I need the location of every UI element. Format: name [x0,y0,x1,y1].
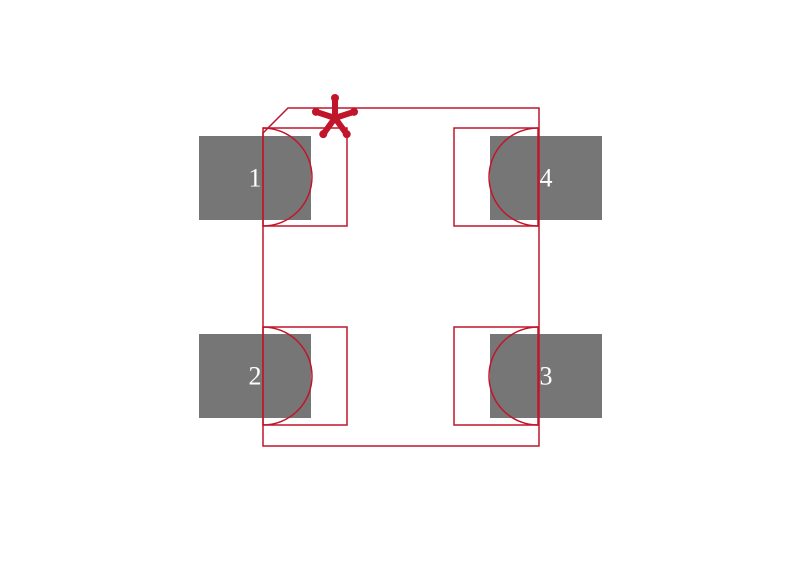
pad-3-label: 3 [540,362,553,391]
pad-4-label: 4 [540,164,553,193]
pin1-marker [312,94,358,138]
footprint-diagram: 1 2 3 4 [0,0,800,563]
pad-2-label: 2 [249,362,262,391]
pad-1-label: 1 [249,164,262,193]
